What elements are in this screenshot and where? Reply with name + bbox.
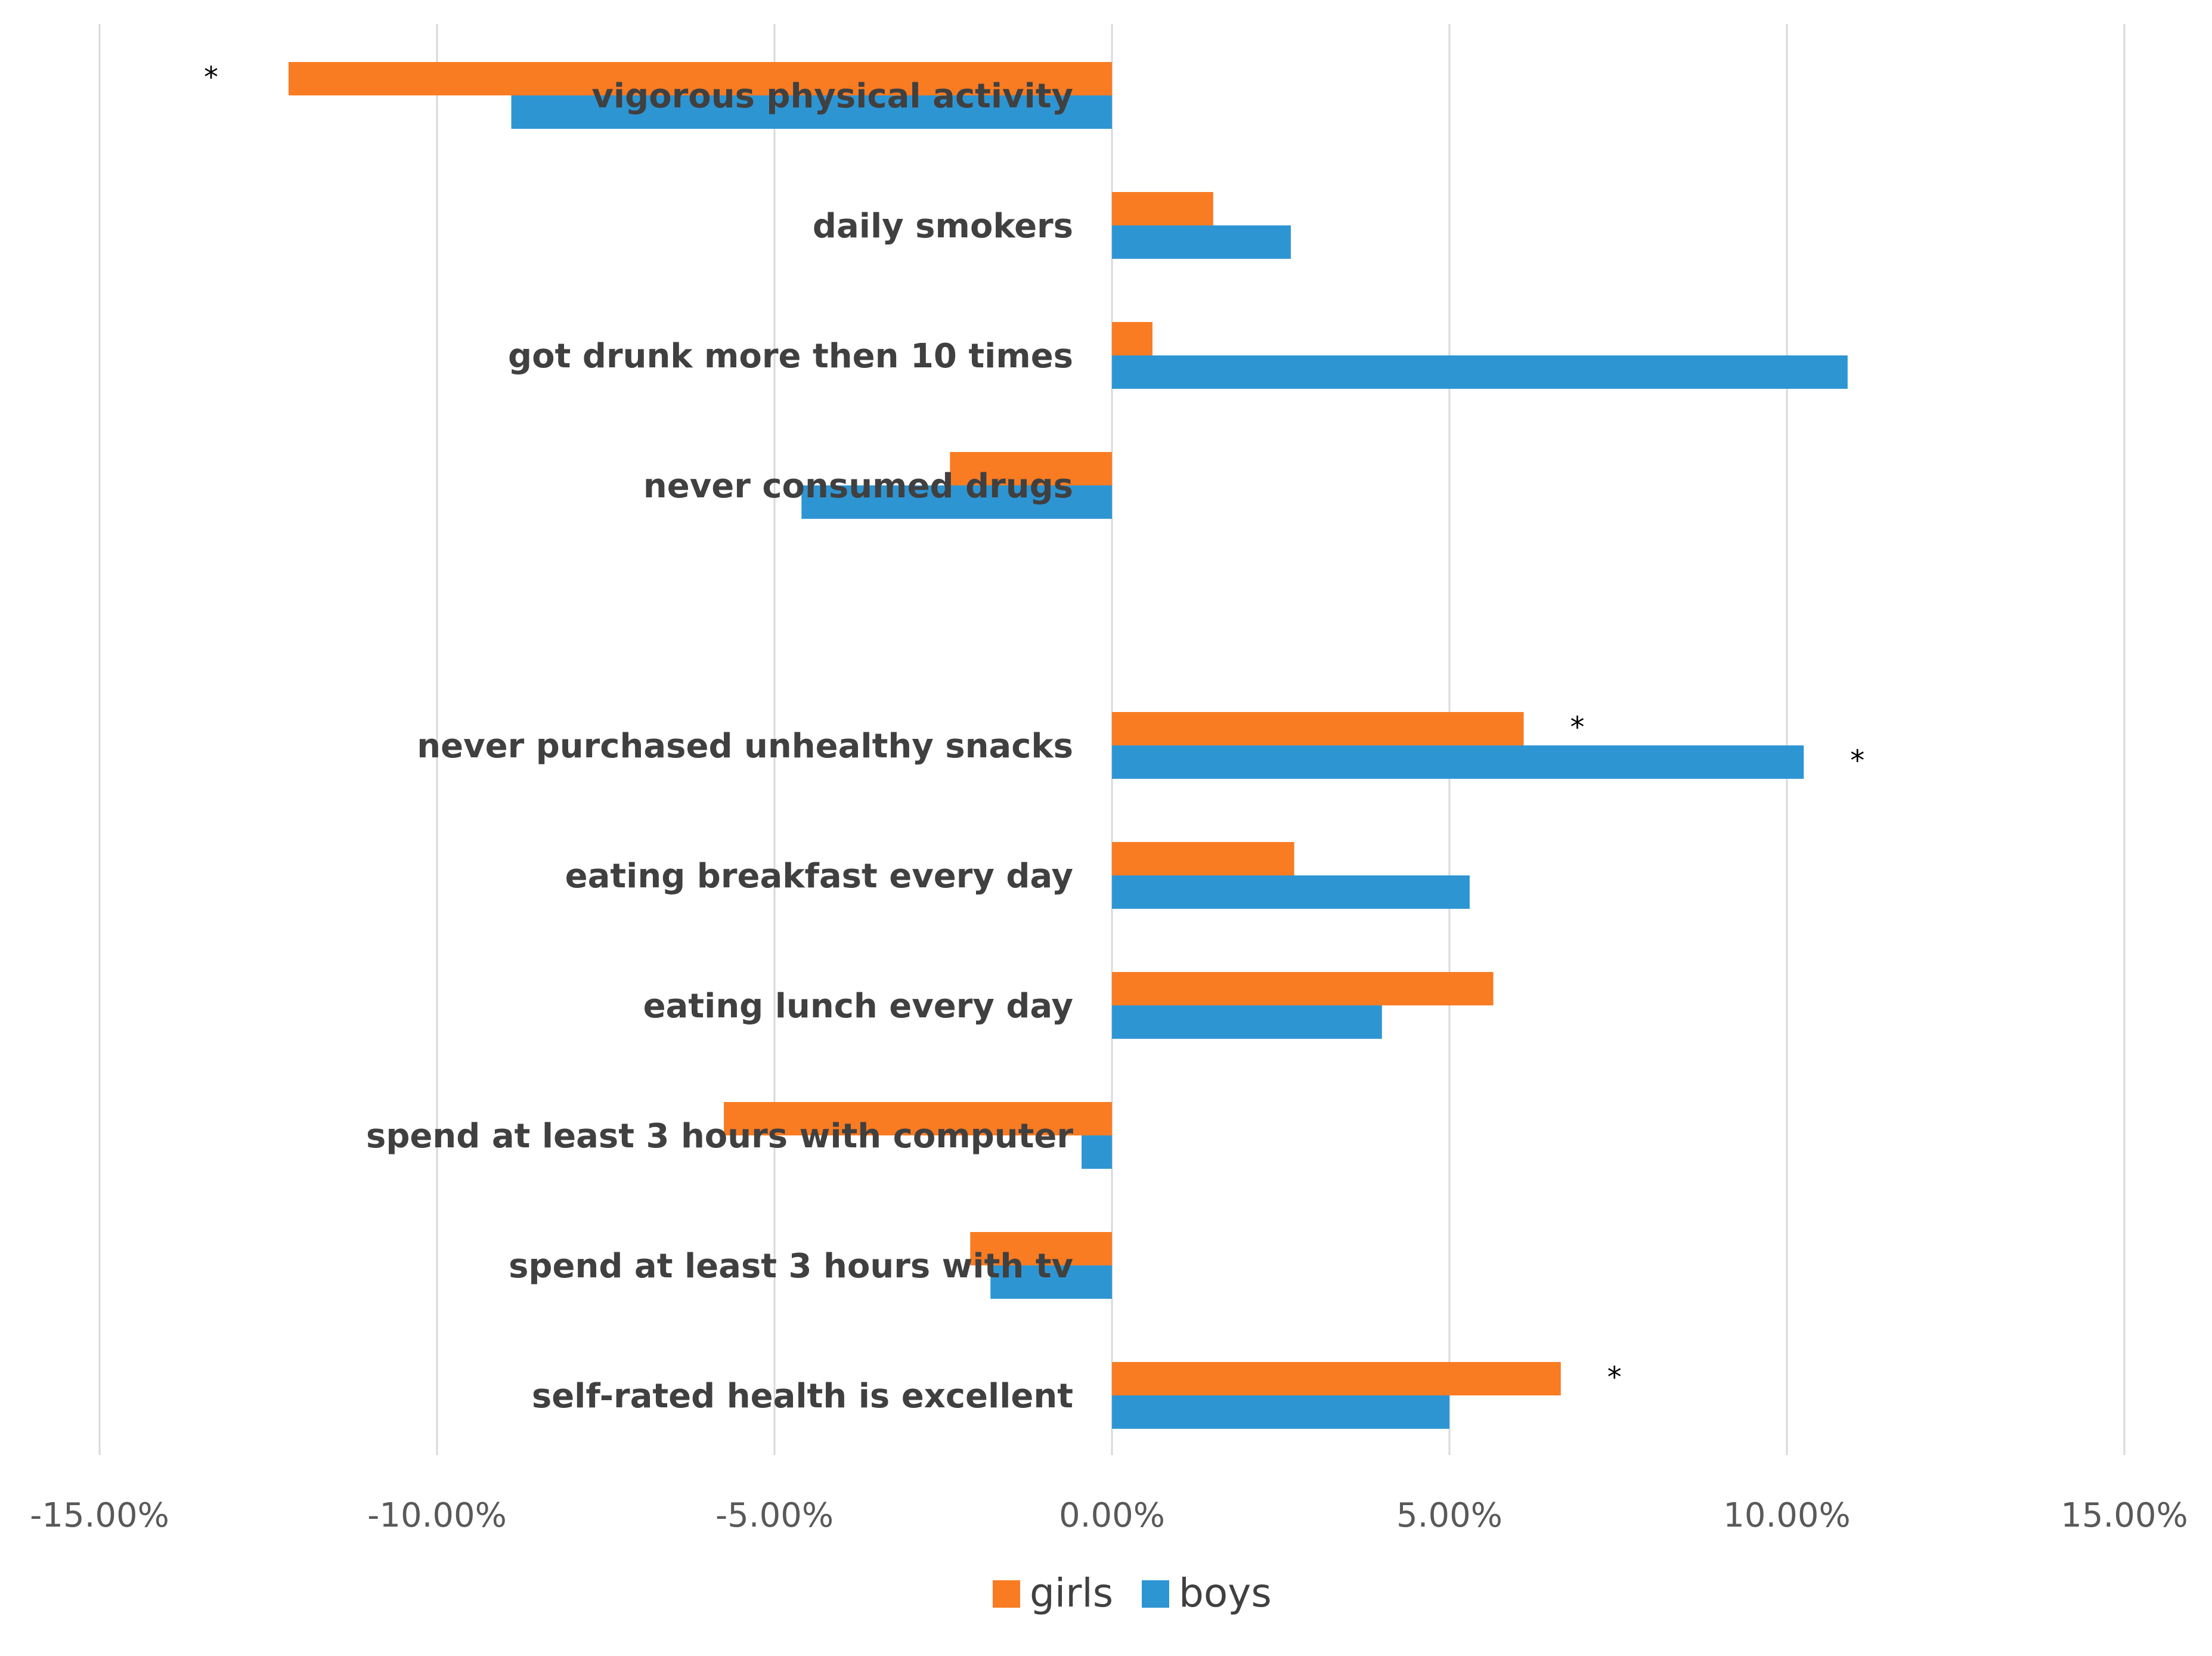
- bar-boys-2: [1112, 355, 1848, 389]
- legend-swatch-boys: [1142, 1580, 1169, 1608]
- category-label: got drunk more then 10 times: [508, 337, 1073, 376]
- significance-star: *: [1570, 711, 1585, 744]
- legend-label-boys: boys: [1179, 1570, 1272, 1616]
- bar-girls-3: [950, 452, 1112, 485]
- bar-boys-6: [1112, 1005, 1382, 1039]
- significance-star: *: [1850, 744, 1864, 778]
- significance-markers: * * * *: [204, 61, 1864, 1394]
- bar-boys-8: [990, 1265, 1112, 1299]
- category-label: never purchased unhealthy snacks: [417, 727, 1073, 766]
- category-label: vigorous physical activity: [591, 77, 1073, 116]
- bar-girls-6: [1112, 972, 1494, 1005]
- bar-girls-4: [1112, 712, 1524, 745]
- legend: girls boys: [993, 1570, 1272, 1616]
- category-labels: vigorous physical activity daily smokers g…: [366, 77, 1073, 1416]
- x-axis-ticks: -15.00% -10.00% -5.00% 0.00% 5.00% 10.00% 15.0…: [30, 1496, 2188, 1535]
- x-tick-label: -10.00%: [367, 1496, 507, 1535]
- bar-girls-9: [1112, 1362, 1561, 1395]
- x-tick-label: -15.00%: [30, 1496, 169, 1535]
- bar-boys-5: [1112, 875, 1470, 909]
- category-label: self-rated health is excellent: [532, 1377, 1073, 1416]
- bar-boys-1: [1112, 225, 1291, 259]
- bar-girls-5: [1112, 842, 1294, 875]
- x-tick-label: -5.00%: [715, 1496, 834, 1535]
- bar-girls-7: [724, 1102, 1112, 1135]
- x-tick-label: 15.00%: [2061, 1496, 2188, 1535]
- x-tick-label: 10.00%: [1723, 1496, 1851, 1535]
- legend-label-girls: girls: [1030, 1570, 1113, 1616]
- bar-boys-3: [801, 485, 1112, 519]
- category-label: spend at least 3 hours with computer: [366, 1117, 1073, 1156]
- bar-boys-0: [511, 95, 1112, 129]
- significance-star: *: [1607, 1361, 1622, 1394]
- x-tick-label: 5.00%: [1396, 1496, 1502, 1535]
- significance-star: *: [204, 61, 218, 94]
- bars: [288, 62, 1848, 1429]
- category-label: spend at least 3 hours with tv: [509, 1247, 1073, 1286]
- category-label: eating lunch every day: [643, 987, 1073, 1026]
- bar-girls-1: [1112, 192, 1213, 225]
- category-label: daily smokers: [813, 207, 1073, 246]
- bar-boys-4: [1112, 745, 1804, 779]
- bar-boys-7: [1082, 1135, 1112, 1169]
- category-label: eating breakfast every day: [565, 857, 1073, 896]
- bar-boys-9: [1112, 1395, 1449, 1429]
- legend-swatch-girls: [993, 1580, 1020, 1608]
- bar-girls-8: [970, 1232, 1112, 1265]
- bar-girls-0: [288, 62, 1113, 95]
- x-tick-label: 0.00%: [1059, 1496, 1165, 1535]
- bar-girls-2: [1112, 322, 1153, 355]
- category-label: never consumed drugs: [643, 467, 1073, 506]
